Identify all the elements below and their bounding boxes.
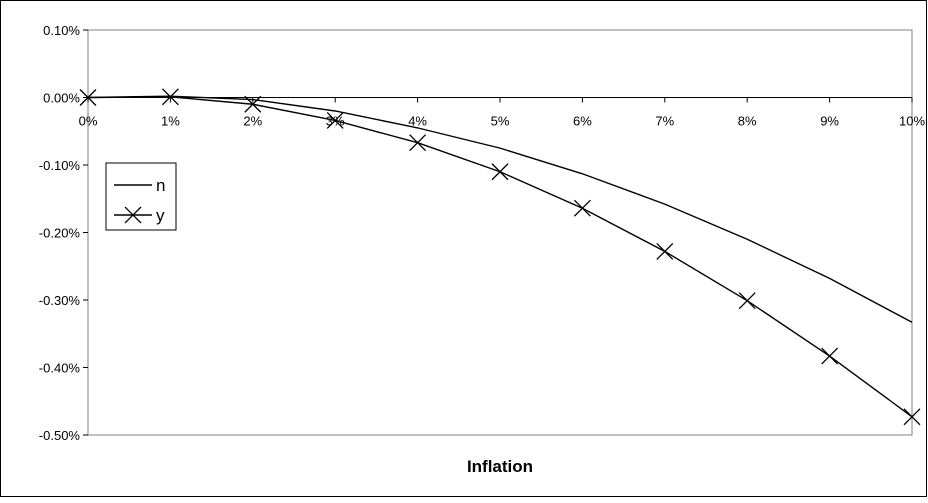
series-point-y: [326, 111, 344, 129]
x-tick-label: 0%: [79, 114, 98, 129]
legend-label-n: n: [156, 176, 165, 195]
series-point-y: [491, 163, 509, 181]
legend-box: [105, 162, 177, 231]
x-tick-label: 2%: [243, 114, 262, 129]
y-tick-label: -0.30%: [39, 293, 81, 308]
plot-area-border: [87, 29, 913, 436]
x-tick-label: 10%: [899, 114, 925, 129]
series-point-y: [161, 88, 179, 106]
legend-label-y: y: [156, 206, 165, 225]
legend: ny: [105, 162, 177, 231]
series-marker-stroke: [79, 89, 97, 106]
series-marker-stroke: [244, 95, 262, 113]
series-point-y: [244, 95, 262, 113]
series-point-y: [656, 242, 674, 260]
series-marker-stroke: [124, 206, 142, 224]
x-tick-label: 9%: [820, 114, 839, 129]
x-axis: 0%1%2%3%4%5%6%7%8%9%10%: [79, 97, 925, 129]
y-tick-label: -0.20%: [39, 226, 81, 241]
series-line-n: [87, 95, 913, 323]
series-marker-stroke: [573, 199, 591, 217]
x-tick-label: 1%: [161, 114, 180, 129]
series-marker-stroke: [161, 88, 179, 106]
series-marker-stroke: [738, 292, 756, 310]
series-point-y: [738, 292, 756, 310]
series-point-y: [79, 89, 97, 106]
series-marker-stroke: [656, 242, 674, 260]
series-point-y: [573, 199, 591, 217]
y-tick-label: -0.10%: [39, 158, 81, 173]
series-marker-stroke: [491, 163, 509, 181]
y-tick-label: 0.10%: [43, 23, 80, 38]
x-tick-label: 5%: [491, 114, 510, 129]
x-tick-label: 8%: [738, 114, 757, 129]
series-marker-stroke: [903, 408, 921, 426]
y-tick-label: -0.40%: [39, 361, 81, 376]
x-axis-title: Inflation: [467, 457, 533, 476]
x-tick-label: 6%: [573, 114, 592, 129]
series-marker-stroke: [821, 347, 839, 365]
series-point-y: [821, 347, 839, 365]
series-marker-stroke: [326, 111, 344, 129]
y-tick-label: 0.00%: [43, 91, 80, 106]
series-marker-stroke: [409, 134, 427, 152]
y-axis: 0.10% 0.00% -0.10% -0.20% -0.30% -0.40% -0.50%: [39, 23, 88, 443]
series-point-y: [409, 134, 427, 152]
x-tick-label: 7%: [655, 114, 674, 129]
y-tick-label: -0.50%: [39, 428, 81, 443]
series-point-y: [903, 408, 921, 426]
x-tick-label: 4%: [408, 114, 427, 129]
series-layer: [79, 88, 921, 426]
legend-marker-y: [124, 206, 142, 224]
